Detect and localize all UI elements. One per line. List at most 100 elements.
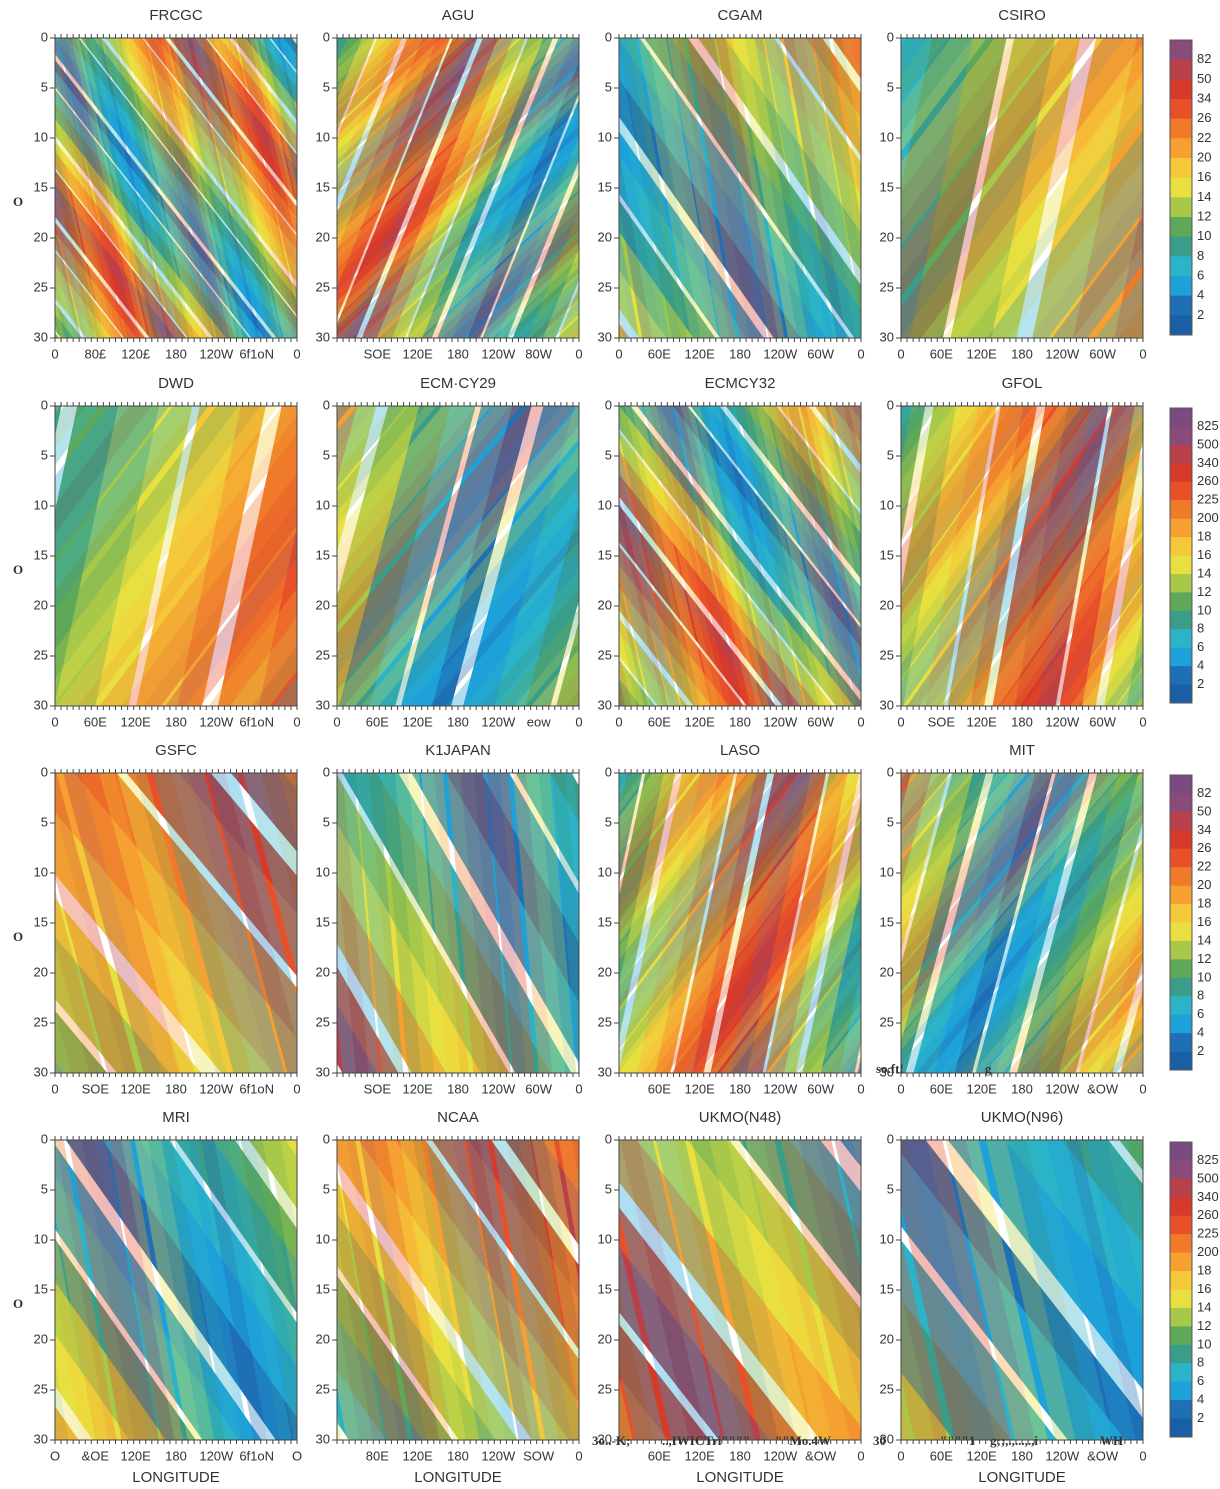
x-tick-label: 60W: [807, 346, 834, 361]
y-tick-label: 25: [34, 647, 48, 662]
colorbar-swatch: [1170, 684, 1192, 704]
x-tick-label: 80£: [84, 346, 106, 361]
overprint-text: ..,IWICTri"""": [662, 1433, 750, 1448]
field-texture: [337, 38, 579, 338]
field-texture: [901, 38, 1143, 338]
y-tick-label: 15: [34, 914, 48, 929]
x-tick-label: 120W: [763, 1448, 798, 1463]
colorbar-swatch: [1170, 500, 1192, 520]
colorbar-swatch: [1170, 197, 1192, 218]
x-tick-label: 180: [165, 1081, 187, 1096]
colorbar-label: 225: [1197, 492, 1219, 507]
x-tick-label: 80W: [525, 346, 552, 361]
y-tick-label: 25: [316, 1014, 330, 1029]
x-tick-label: 6f1oN: [239, 714, 274, 729]
x-tick-label: 120W: [199, 1081, 234, 1096]
x-axis-label: LONGITUDE: [978, 1469, 1066, 1486]
colorbar-swatch: [1170, 959, 1192, 979]
colorbar-frame: [1169, 774, 1193, 1071]
y-tick-label: 30: [34, 697, 48, 712]
y-tick-label: 15: [34, 547, 48, 562]
x-tick-label: 120£: [121, 346, 151, 361]
x-tick-label: 0: [293, 1081, 300, 1096]
x-tick-label: 180: [447, 1081, 469, 1096]
x-tick-label: 0: [293, 346, 300, 361]
y-tick-label: 30: [34, 1431, 48, 1446]
colorbar-swatch: [1170, 59, 1192, 80]
y-tick-label: 25: [598, 647, 612, 662]
y-tick-label: 5: [887, 79, 894, 94]
x-tick-label: 60E: [648, 1081, 671, 1096]
y-tick-label: 30: [316, 1064, 330, 1079]
x-tick-label: 60E: [930, 1448, 953, 1463]
field-texture: [55, 38, 297, 338]
y-tick-label: 0: [887, 397, 894, 412]
colorbar-label: 340: [1197, 455, 1219, 470]
colorbar-frame: [1169, 39, 1193, 336]
y-tick-label: 30: [316, 1431, 330, 1446]
x-tick-label: 120E: [966, 714, 997, 729]
colorbar-swatch: [1170, 1234, 1192, 1254]
x-tick-label: 120W: [1045, 346, 1080, 361]
colorbar-label: 18: [1197, 896, 1211, 911]
x-tick-label: 120E: [684, 346, 715, 361]
y-tick-label: 15: [880, 1281, 894, 1296]
x-tick-label: 120W: [1045, 1081, 1080, 1096]
colorbar-label: 8: [1197, 1355, 1204, 1370]
colorbar-swatch: [1170, 256, 1192, 277]
colorbar-swatch: [1170, 138, 1192, 159]
x-tick-label: 120W: [199, 1448, 234, 1463]
x-tick-label: 0: [615, 346, 622, 361]
x-tick-label: SOE: [364, 1081, 392, 1096]
y-tick-label: 0: [605, 397, 612, 412]
overprint-text: g: [985, 1061, 992, 1076]
x-tick-label: 0: [857, 346, 864, 361]
y-tick-label: 0: [605, 764, 612, 779]
y-tick-label: 30: [316, 697, 330, 712]
x-tick-label: 0: [575, 1081, 582, 1096]
colorbar-label: 16: [1197, 1281, 1211, 1296]
y-tick-label: 0: [323, 764, 330, 779]
colorbar-label: 6: [1197, 1373, 1204, 1388]
colorbar-label: 16: [1197, 169, 1211, 184]
row-label: O: [13, 1296, 23, 1311]
y-tick-label: 5: [605, 79, 612, 94]
colorbar-swatch: [1170, 518, 1192, 538]
y-tick-label: 10: [316, 129, 330, 144]
colorbar-label: 6: [1197, 639, 1204, 654]
colorbar-label: 82: [1197, 51, 1211, 66]
y-tick-label: 15: [316, 179, 330, 194]
colorbar-label: 50: [1197, 71, 1211, 86]
panel-title: MIT: [1009, 742, 1035, 759]
x-tick-label: 0: [1139, 1448, 1146, 1463]
panel-title: NCAA: [437, 1109, 479, 1126]
y-tick-label: 25: [880, 1381, 894, 1396]
x-tick-label: 120W: [481, 1448, 516, 1463]
colorbar-swatch: [1170, 1400, 1192, 1420]
x-tick-label: 120E: [402, 1081, 433, 1096]
x-tick-label: 180: [165, 346, 187, 361]
panel-title: GSFC: [155, 742, 197, 759]
colorbar-swatch: [1170, 1051, 1192, 1071]
field-texture: [55, 1140, 297, 1440]
colorbar-label: 22: [1197, 130, 1211, 145]
colorbar-label: 10: [1197, 1336, 1211, 1351]
y-tick-label: 20: [34, 964, 48, 979]
colorbar-swatch: [1170, 1289, 1192, 1309]
y-tick-label: 5: [887, 447, 894, 462]
colorbar-swatch: [1170, 775, 1192, 794]
y-tick-label: 15: [316, 1281, 330, 1296]
colorbar-frame: [1169, 1141, 1193, 1438]
x-tick-label: 60E: [648, 714, 671, 729]
x-tick-label: SOW: [523, 1448, 555, 1463]
x-tick-label: 120E: [120, 1448, 151, 1463]
y-tick-label: 20: [34, 597, 48, 612]
x-tick-label: 120E: [120, 714, 151, 729]
x-tick-label: 0: [575, 346, 582, 361]
colorbar-swatch: [1170, 793, 1192, 813]
x-tick-label: 120W: [199, 346, 234, 361]
y-tick-label: 25: [34, 279, 48, 294]
y-tick-label: 0: [323, 1131, 330, 1146]
x-tick-label: 60W: [1089, 714, 1116, 729]
y-tick-label: 0: [887, 29, 894, 44]
